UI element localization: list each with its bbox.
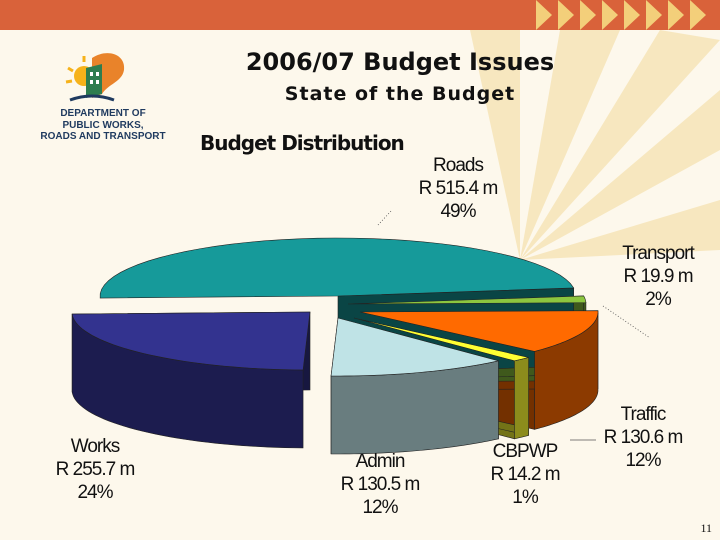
slice-name: Roads xyxy=(433,155,484,176)
slice-name: Admin xyxy=(355,451,406,472)
pie-slice-side-cbpwp xyxy=(514,357,529,440)
chevron-icon xyxy=(624,0,640,30)
chevron-icon xyxy=(646,0,662,30)
slice-amount: R 515.4 m xyxy=(418,178,499,199)
department-name: DEPARTMENT OF PUBLIC WORKS, ROADS AND TR… xyxy=(28,108,178,143)
slice-percent: 49% xyxy=(440,201,476,222)
slice-amount: R 130.5 m xyxy=(340,474,421,495)
slice-amount: R 14.2 m xyxy=(490,464,560,485)
slice-name: CBPWP xyxy=(492,441,559,462)
department-logo xyxy=(65,53,125,102)
leader-line xyxy=(602,305,651,339)
slice-label-roads: Roads R 515.4 m 49% xyxy=(398,154,518,223)
pie-slice-traffic xyxy=(359,310,599,352)
chevron-icon xyxy=(602,0,618,30)
slice-label-transport: Transport R 19.9 m 2% xyxy=(598,242,718,311)
chart-title: Budget Distribution xyxy=(200,131,405,155)
chevron-icon xyxy=(690,0,706,30)
slice-percent: 12% xyxy=(625,450,661,471)
pie-slice-roads xyxy=(99,237,575,299)
pie-slice-cbpwp xyxy=(353,317,529,362)
pie-slice-admin xyxy=(330,317,499,377)
page-number: 11 xyxy=(700,521,712,535)
slice-amount: R 255.7 m xyxy=(55,459,136,480)
slice-percent: 2% xyxy=(645,289,671,310)
header-bar xyxy=(0,0,720,30)
slice-label-works: Works R 255.7 m 24% xyxy=(35,435,155,504)
sunburst-background xyxy=(470,30,720,260)
department-name-line: ROADS AND TRANSPORT xyxy=(40,131,166,142)
slice-percent: 12% xyxy=(362,497,398,518)
slice-label-traffic: Traffic R 130.6 m 12% xyxy=(583,403,703,472)
slice-label-cbpwp: CBPWP R 14.2 m 1% xyxy=(465,440,585,509)
pie-slice-transport xyxy=(347,295,587,305)
slice-name: Works xyxy=(70,436,120,457)
leader-line xyxy=(377,209,393,226)
slice-name: Traffic xyxy=(620,404,667,425)
slice-percent: 1% xyxy=(512,487,538,508)
page-subtitle: State of the Budget xyxy=(284,83,516,105)
chevron-icon xyxy=(536,0,552,30)
chevron-icon xyxy=(668,0,684,30)
slice-amount: R 130.6 m xyxy=(603,427,684,448)
slice-label-admin: Admin R 130.5 m 12% xyxy=(320,450,440,519)
slice-name: Transport xyxy=(622,243,695,264)
department-name-line: PUBLIC WORKS, xyxy=(62,119,144,131)
chevron-decoration xyxy=(530,0,706,30)
chevron-icon xyxy=(558,0,574,30)
department-name-line: DEPARTMENT OF xyxy=(60,108,146,119)
page-title: 2006/07 Budget Issues xyxy=(245,48,555,76)
slice-amount: R 19.9 m xyxy=(623,266,693,287)
pie-slice-works xyxy=(71,311,311,371)
slice-percent: 24% xyxy=(77,482,113,503)
chevron-icon xyxy=(580,0,596,30)
